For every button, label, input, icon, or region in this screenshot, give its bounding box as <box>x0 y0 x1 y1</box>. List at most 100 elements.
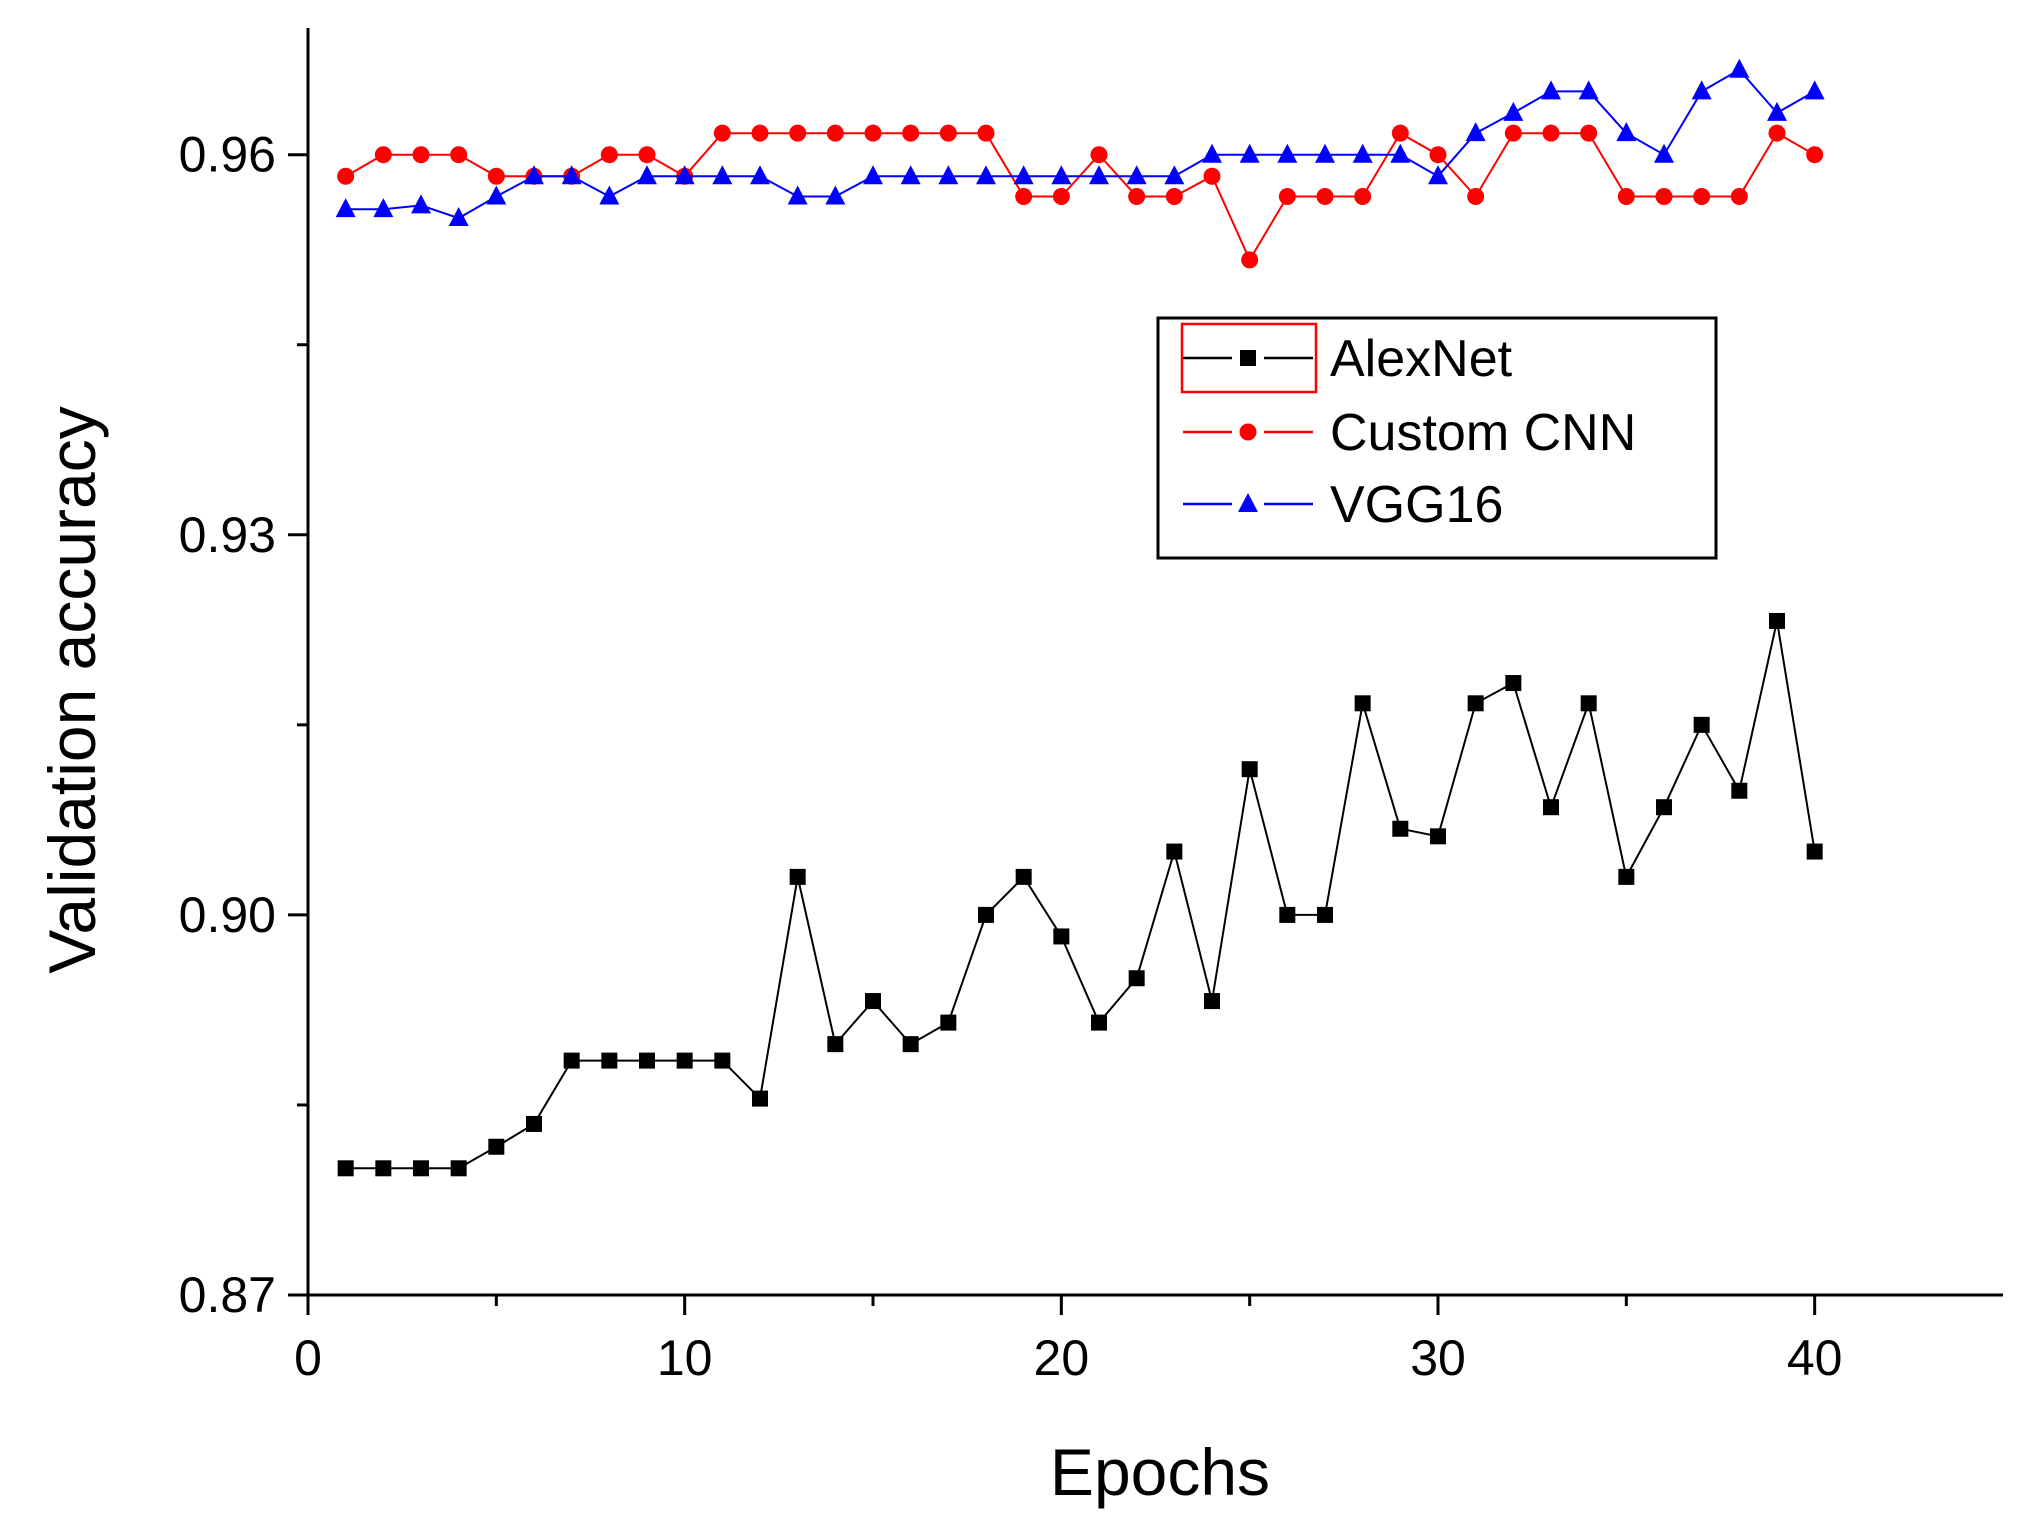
data-point <box>1769 612 1785 629</box>
data-point <box>752 1090 768 1107</box>
data-point <box>1241 251 1259 269</box>
data-point <box>714 1052 731 1069</box>
x-tick-label: 30 <box>1410 1330 1466 1386</box>
series-vgg16 <box>335 58 1825 227</box>
legend-label: VGG16 <box>1330 476 1503 534</box>
data-point <box>1428 165 1448 185</box>
data-point <box>1279 906 1296 923</box>
data-point <box>1543 799 1559 816</box>
data-point <box>750 165 770 185</box>
data-point <box>1204 993 1220 1010</box>
data-point <box>1391 124 1409 142</box>
data-point <box>337 1160 354 1177</box>
data-point <box>827 1036 844 1053</box>
data-point <box>412 146 430 164</box>
data-point <box>1580 124 1598 142</box>
data-point <box>563 1052 580 1069</box>
data-point <box>1015 868 1032 885</box>
data-point <box>601 1052 618 1069</box>
data-point <box>787 185 808 205</box>
series-line <box>345 131 1816 263</box>
data-point <box>1164 165 1185 185</box>
data-point <box>1618 868 1635 885</box>
y-axis-ticks: 0.87 0.90 0.93 0.96 <box>179 127 308 1323</box>
data-point <box>1128 188 1146 206</box>
data-point <box>487 167 505 185</box>
data-point <box>1203 167 1221 185</box>
data-point <box>1768 124 1786 142</box>
data-point <box>413 1160 429 1177</box>
data-point <box>1542 124 1560 142</box>
legend-item: Custom CNN <box>1183 404 1636 462</box>
data-point <box>637 165 657 185</box>
data-point <box>1504 124 1522 142</box>
data-point <box>526 1115 542 1132</box>
data-point <box>1731 782 1748 799</box>
data-point <box>337 167 355 185</box>
data-point <box>902 1036 919 1053</box>
data-point <box>976 165 996 185</box>
data-point <box>1467 188 1485 206</box>
data-point <box>1013 165 1034 185</box>
data-point <box>1316 188 1334 206</box>
legend-label: Custom CNN <box>1330 404 1636 462</box>
data-point <box>939 124 957 142</box>
data-point <box>1091 1014 1107 1031</box>
data-point <box>940 1014 957 1031</box>
legend-marker <box>1240 350 1256 366</box>
legend-item: VGG16 <box>1183 476 1503 534</box>
data-point <box>561 165 582 185</box>
data-point <box>1429 146 1447 164</box>
legend-items: AlexNet Custom CNN VGG16 <box>1183 330 1636 534</box>
data-point <box>1729 58 1750 78</box>
data-point <box>674 165 695 185</box>
data-point <box>1654 143 1674 163</box>
data-point <box>1053 928 1070 945</box>
data-point <box>713 124 731 142</box>
data-point <box>639 1052 655 1069</box>
data-point <box>1128 970 1145 987</box>
x-tick-label: 20 <box>1034 1330 1090 1386</box>
x-tick-label: 0 <box>294 1330 322 1386</box>
data-point <box>1165 188 1183 206</box>
data-point <box>1354 695 1371 712</box>
data-point <box>1806 843 1823 860</box>
data-point <box>1430 828 1446 845</box>
data-point <box>1656 799 1672 816</box>
data-point <box>335 198 356 218</box>
x-axis-ticks: 0 10 20 30 40 <box>294 1295 1842 1386</box>
x-tick-label: 40 <box>1787 1330 1843 1386</box>
y-axis-title: Validation accuracy <box>35 406 109 973</box>
data-point <box>900 165 921 185</box>
data-point <box>1051 165 1072 185</box>
data-point <box>1317 906 1333 923</box>
series-custom-cnn <box>337 124 1824 269</box>
legend-label: AlexNet <box>1330 330 1513 388</box>
legend-item: AlexNet <box>1183 330 1513 388</box>
data-point <box>450 146 468 164</box>
data-point <box>375 1160 392 1177</box>
data-point <box>1241 761 1258 778</box>
data-point <box>865 993 881 1010</box>
legend-marker <box>1238 493 1258 512</box>
data-point <box>448 207 469 227</box>
data-point <box>863 165 883 185</box>
data-point <box>751 124 769 142</box>
data-point <box>1465 122 1486 142</box>
series-layer <box>335 58 1825 1177</box>
data-point <box>450 1160 467 1177</box>
data-point <box>977 124 995 142</box>
y-tick-label: 0.90 <box>179 887 276 943</box>
legend-selection-box <box>1180 322 1318 394</box>
data-point <box>1390 143 1411 163</box>
y-tick-label: 0.87 <box>179 1267 276 1323</box>
data-point <box>1126 165 1147 185</box>
data-point <box>1166 843 1183 860</box>
data-point <box>789 868 806 885</box>
data-point <box>1655 188 1673 206</box>
data-point <box>1767 101 1787 121</box>
data-point <box>1617 188 1635 206</box>
data-point <box>978 906 994 923</box>
data-point <box>1693 188 1711 206</box>
